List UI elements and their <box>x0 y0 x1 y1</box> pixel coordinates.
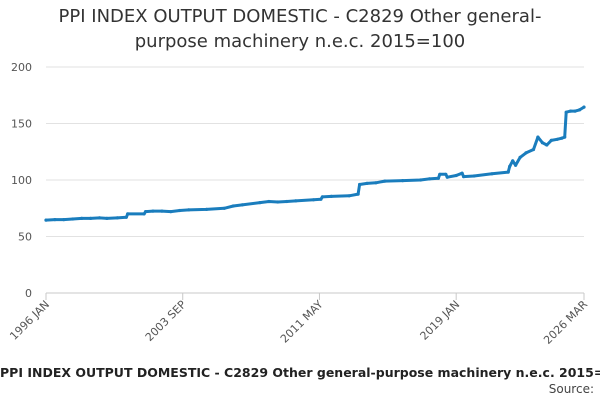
data-point <box>518 155 522 159</box>
data-point <box>445 175 449 179</box>
data-point <box>524 151 528 155</box>
data-point <box>582 105 586 109</box>
footer-source: Source: <box>548 382 594 396</box>
y-tick-label: 200 <box>11 61 32 74</box>
data-point <box>418 178 423 182</box>
y-tick-label: 50 <box>18 231 32 244</box>
data-point <box>329 194 333 198</box>
data-point <box>511 159 515 163</box>
data-point <box>311 198 316 202</box>
data-point <box>105 216 109 220</box>
x-tick-label: 2026 MAR <box>541 298 590 347</box>
x-tick-label: 2003 SEP <box>143 298 189 344</box>
data-point <box>160 209 164 213</box>
data-point <box>347 194 351 198</box>
data-point <box>508 164 512 168</box>
y-tick-label: 150 <box>11 118 32 131</box>
data-point <box>294 199 298 203</box>
data-point <box>401 179 405 183</box>
data-point <box>573 109 577 113</box>
data-point <box>365 181 369 185</box>
data-point <box>577 108 582 112</box>
data-point <box>258 201 262 205</box>
data-point <box>97 216 102 220</box>
data-point <box>142 212 146 216</box>
data-point <box>126 212 130 216</box>
data-point <box>204 207 209 211</box>
data-point <box>115 216 119 220</box>
data-point <box>62 218 66 222</box>
data-point <box>427 177 431 181</box>
series-line-path <box>44 105 586 222</box>
gridlines <box>46 66 584 237</box>
data-point <box>549 138 553 142</box>
data-point <box>71 217 75 221</box>
data-point <box>460 171 464 175</box>
data-point <box>555 137 559 141</box>
data-point <box>383 179 387 183</box>
data-point <box>358 182 362 187</box>
data-point <box>438 172 442 176</box>
data-point <box>124 215 128 219</box>
data-point <box>563 135 567 139</box>
data-point <box>231 204 235 208</box>
data-point <box>436 176 440 180</box>
data-point <box>531 147 536 152</box>
data-point <box>536 135 540 139</box>
data-point <box>462 175 466 179</box>
data-point <box>319 197 323 201</box>
chart-title: PPI INDEX OUTPUT DOMESTIC - C2829 Other … <box>58 6 542 52</box>
data-point <box>187 208 191 212</box>
data-point <box>178 208 182 213</box>
data-point <box>444 172 448 176</box>
footer-title: PPI INDEX OUTPUT DOMESTIC - C2829 Other … <box>0 365 600 380</box>
x-tick-label: 2011 MAY <box>278 298 326 346</box>
data-point <box>240 203 244 207</box>
data-point <box>222 206 226 210</box>
data-point <box>151 209 155 213</box>
data-point <box>80 216 84 220</box>
axes: 0 50 100 150 200 1996 JAN 2003 SEP 2011 MAY 2019… <box>7 61 590 347</box>
series-line <box>44 105 586 222</box>
data-point <box>514 163 518 167</box>
data-point <box>540 141 545 145</box>
y-tick-label: 100 <box>11 174 32 187</box>
data-point <box>374 181 378 185</box>
data-point <box>490 172 494 176</box>
data-point <box>560 136 564 140</box>
data-point <box>506 170 510 174</box>
data-point <box>169 210 173 214</box>
data-point <box>569 109 573 113</box>
data-point <box>320 195 324 199</box>
data-point <box>89 216 93 220</box>
data-point <box>356 192 360 196</box>
data-point <box>267 199 271 204</box>
data-point <box>144 210 148 214</box>
x-tick-label: 1996 JAN <box>7 298 52 343</box>
data-point <box>454 173 458 178</box>
data-point <box>276 200 280 204</box>
data-point <box>44 218 48 222</box>
data-point <box>53 218 57 222</box>
x-tick-label: 2019 JAN <box>418 298 463 343</box>
data-point <box>545 143 549 147</box>
data-point <box>472 174 476 178</box>
data-point <box>564 110 568 114</box>
y-tick-label: 0 <box>25 287 32 300</box>
data-point <box>285 199 289 204</box>
